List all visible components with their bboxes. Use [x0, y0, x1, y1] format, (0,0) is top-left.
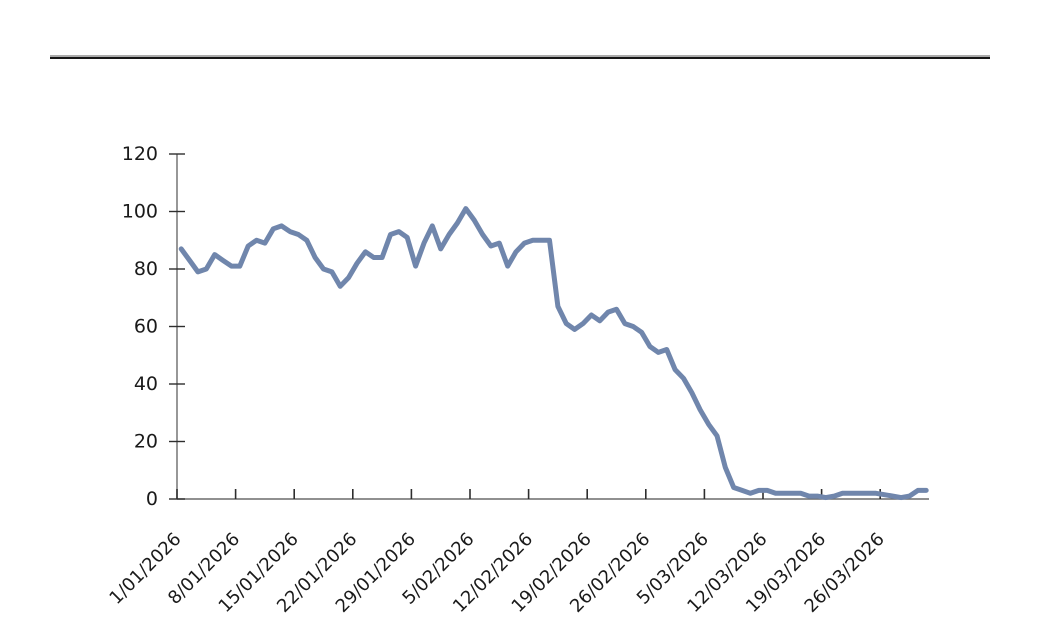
y-tick-label: 0: [146, 488, 158, 510]
y-tick-label: 20: [134, 431, 158, 453]
y-tick-label: 60: [134, 316, 158, 338]
header-divider-line: [50, 55, 990, 59]
divider-highlight: [50, 55, 990, 57]
y-tick-label: 100: [122, 201, 158, 223]
y-tick-label: 120: [122, 143, 158, 165]
data-series-line: [178, 206, 929, 501]
y-tick-label: 40: [134, 373, 158, 395]
y-tick-label: 80: [134, 258, 158, 280]
divider-rule: [50, 56, 990, 59]
